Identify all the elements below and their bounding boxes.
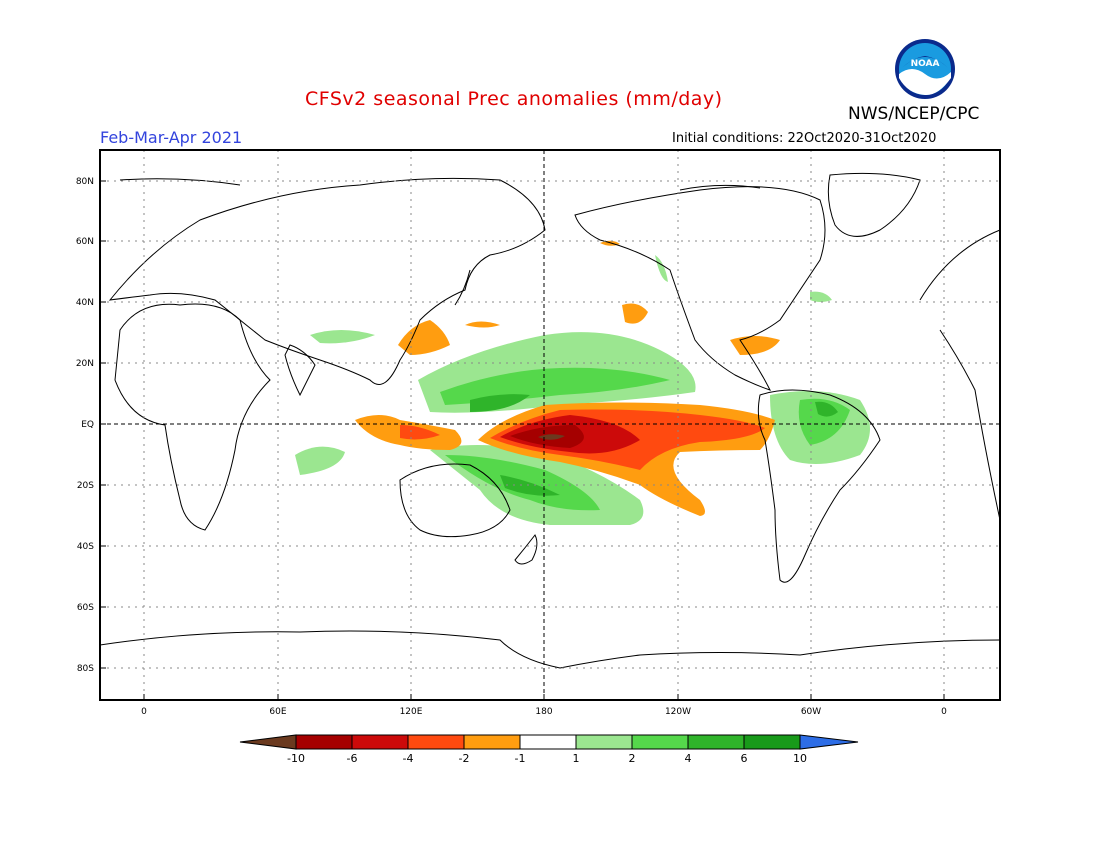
colorbar-segment [295,734,353,750]
colorbar-segment [407,734,465,750]
colorbar-high-arrow [799,734,859,750]
longitude-label: 0 [141,707,147,717]
wet-region-indian-ocean [295,446,345,475]
colorbar-label: -4 [403,752,414,765]
longitude-label: 120E [400,707,423,717]
svg-text:NOAA: NOAA [911,59,940,69]
colorbar-label: 10 [793,752,807,765]
colorbar-label: 2 [629,752,636,765]
latitude-label: 80N [76,177,94,187]
wet-region-alaska [655,255,668,282]
anomaly-shading [295,240,870,525]
colorbar-label: 1 [573,752,580,765]
latitude-label: 40S [77,542,94,552]
wet-region-north-indian [310,330,375,344]
colorbar-segment [687,734,745,750]
latitude-label: 60S [77,603,94,613]
colorbar-label: -1 [515,752,526,765]
dry-region-equatorial-pacific-extreme [538,434,565,440]
chart-title: CFSv2 seasonal Prec anomalies (mm/day) [305,88,723,110]
dry-region-north-pacific-west [465,321,500,328]
longitude-label: 180 [535,707,552,717]
longitude-label: 60W [801,707,821,717]
dry-region-maritime-continent-core [400,425,440,440]
latitude-label: 80S [77,664,94,674]
colorbar: -10 -6 -4 -2 -1 1 2 4 6 10 [239,734,859,765]
colorbar-label: -2 [459,752,470,765]
dry-region-north-pacific-east [622,303,648,324]
longitude-label: 0 [941,707,947,717]
colorbar-label: -6 [347,752,358,765]
wet-region-north-atlantic [810,291,832,302]
colorbar-segment [575,734,633,750]
agency-label: NWS/NCEP/CPC [848,104,980,124]
latitude-labels: 80N 60N 40N 20N EQ 20S 40S 60S 80S [76,177,94,674]
wet-region-south-america-core [798,398,850,445]
longitude-label: 120W [665,707,691,717]
initial-conditions: Initial conditions: 22Oct2020-31Oct2020 [672,131,937,146]
graticule [100,150,1000,700]
colorbar-label: 6 [741,752,748,765]
colorbar-segment [743,734,801,750]
colorbar-segment [463,734,521,750]
colorbar-segment [631,734,689,750]
latitude-label: EQ [81,420,94,430]
latitude-label: 60N [76,237,94,247]
colorbar-low-arrow [239,734,297,750]
latitude-label: 20N [76,359,94,369]
longitude-labels: 0 60E 120E 180 120W 60W 0 [141,707,947,717]
wet-region-south-america-peak [815,401,838,417]
forecast-period: Feb-Mar-Apr 2021 [100,128,243,147]
coastlines [99,172,1001,669]
latitude-label: 20S [77,481,94,491]
colorbar-label: -10 [287,752,305,765]
colorbar-label: 4 [685,752,692,765]
colorbar-segment [351,734,409,750]
wet-region-south-pacific-peak [500,475,560,496]
map-frame [99,149,1001,701]
longitude-label: 60E [269,707,286,717]
noaa-logo: NOAA [895,39,955,99]
colorbar-segment [519,734,577,750]
latitude-label: 40N [76,298,94,308]
dry-region-gulf-of-mexico [730,336,780,355]
wet-region-north-pacific-peak [470,394,530,412]
